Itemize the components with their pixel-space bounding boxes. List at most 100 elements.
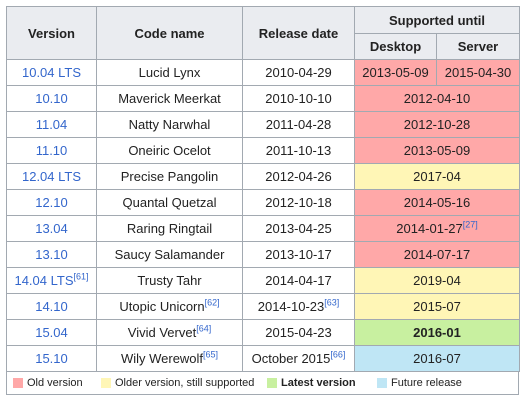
- header-code-name: Code name: [96, 6, 243, 60]
- version-cell[interactable]: 12.04 LTS: [6, 163, 97, 190]
- legend-old: Old version: [13, 377, 101, 389]
- release-date-cell-text: 2011-04-28: [265, 117, 332, 132]
- support-until-cell-text: 2012-04-10: [403, 91, 471, 106]
- code-name-cell-text: Saucy Salamander: [114, 247, 225, 262]
- release-date-cell: 2010-04-29: [242, 59, 355, 86]
- version-cell[interactable]: 15.04: [6, 319, 97, 346]
- header-desktop: Desktop: [354, 33, 437, 60]
- support-until-cell: 2012-10-28: [353, 111, 521, 138]
- release-date-cell: 2010-10-10: [242, 85, 355, 112]
- version-cell-text[interactable]: 13.10: [35, 247, 68, 262]
- table-row: 15.10 Wily Werewolf[65] October 2015[66] 20…: [6, 345, 521, 372]
- version-cell-text[interactable]: 13.04: [35, 221, 68, 236]
- support-until-cell: 2017-04: [353, 163, 521, 190]
- version-cell-text[interactable]: 14.04 LTS: [14, 273, 74, 288]
- reference-link[interactable]: [27]: [462, 219, 478, 230]
- reference-link[interactable]: [63]: [324, 297, 340, 308]
- legend-latest-label: Latest version: [281, 377, 356, 389]
- table-row: 12.04 LTS Precise Pangolin 2012-04-26 2017-…: [6, 163, 521, 190]
- desktop-support-cell: 2013-05-09: [354, 59, 437, 86]
- support-until-cell-text: 2019-04: [413, 273, 461, 288]
- code-name-cell: Quantal Quetzal: [96, 189, 243, 216]
- release-date-cell: 2013-10-17: [242, 241, 355, 268]
- version-cell[interactable]: 11.04: [6, 111, 97, 138]
- code-name-cell: Oneiric Ocelot: [96, 137, 243, 164]
- version-cell-text[interactable]: 11.10: [35, 143, 68, 158]
- server-support-cell-text: 2015-04-30: [444, 65, 512, 80]
- code-name-cell-text: Vivid Vervet: [127, 325, 197, 340]
- legend-supported-swatch: [101, 378, 111, 388]
- reference-link[interactable]: [65]: [203, 349, 219, 360]
- reference-link[interactable]: [66]: [330, 349, 346, 360]
- server-support-cell: 2015-04-30: [435, 59, 521, 86]
- version-cell[interactable]: 14.10: [6, 293, 97, 320]
- version-cell-text[interactable]: 10.10: [35, 91, 68, 106]
- version-cell-text[interactable]: 15.10: [35, 351, 68, 366]
- code-name-cell-text: Lucid Lynx: [138, 65, 201, 80]
- support-until-cell: 2016-01: [353, 319, 521, 346]
- code-name-cell-text: Precise Pangolin: [120, 169, 219, 184]
- table-row: 13.10 Saucy Salamander 2013-10-17 2014-07-1…: [6, 241, 521, 268]
- version-cell-text[interactable]: 11.04: [35, 117, 68, 132]
- code-name-cell-text: Natty Narwhal: [128, 117, 211, 132]
- code-name-cell: Raring Ringtail: [96, 215, 243, 242]
- code-name-cell-text: Raring Ringtail: [126, 221, 213, 236]
- release-date-cell: 2012-04-26: [242, 163, 355, 190]
- support-until-cell-text: 2016-07: [413, 351, 461, 366]
- support-until-cell-text: 2013-05-09: [403, 143, 471, 158]
- release-date-cell: 2015-04-23: [242, 319, 355, 346]
- version-cell[interactable]: 15.10: [6, 345, 97, 372]
- version-cell[interactable]: 13.10: [6, 241, 97, 268]
- code-name-cell-text: Quantal Quetzal: [122, 195, 217, 210]
- table-row: 11.04 Natty Narwhal 2011-04-28 2012-10-28: [6, 111, 521, 138]
- version-cell[interactable]: 10.04 LTS: [6, 59, 97, 86]
- support-until-cell-text: 2012-10-28: [403, 117, 471, 132]
- legend-latest: Latest version: [267, 377, 377, 389]
- release-date-cell: October 2015[66]: [242, 345, 355, 372]
- support-until-cell: 2012-04-10: [353, 85, 521, 112]
- version-cell[interactable]: 10.10: [6, 85, 97, 112]
- version-cell-text[interactable]: 10.04 LTS: [21, 65, 82, 80]
- version-cell[interactable]: 14.04 LTS[61]: [6, 267, 97, 294]
- support-until-cell: 2014-01-27[27]: [353, 215, 521, 242]
- code-name-cell: Utopic Unicorn[62]: [96, 293, 243, 320]
- support-until-cell-text: 2014-05-16: [403, 195, 471, 210]
- version-cell-text[interactable]: 12.10: [35, 195, 68, 210]
- version-cell[interactable]: 12.10: [6, 189, 97, 216]
- code-name-cell-text: Oneiric Ocelot: [128, 143, 211, 158]
- release-date-cell: 2014-04-17: [242, 267, 355, 294]
- support-until-cell-text: 2014-01-27: [396, 221, 463, 236]
- support-until-cell: 2014-07-17: [353, 241, 521, 268]
- code-name-cell: Saucy Salamander: [96, 241, 243, 268]
- release-table-container: Version Code name Release date Supported…: [6, 6, 521, 395]
- code-name-cell: Vivid Vervet[64]: [96, 319, 243, 346]
- code-name-cell: Natty Narwhal: [96, 111, 243, 138]
- release-date-cell-text: 2013-04-25: [265, 221, 332, 236]
- code-name-cell-text: Maverick Meerkat: [118, 91, 221, 106]
- version-cell-text[interactable]: 14.10: [35, 299, 68, 314]
- reference-link[interactable]: [64]: [196, 323, 212, 334]
- release-date-cell-text: 2014-04-17: [265, 273, 332, 288]
- version-cell-text[interactable]: 12.04 LTS: [21, 169, 82, 184]
- reference-link[interactable]: [62]: [204, 297, 220, 308]
- release-date-cell-text: 2013-10-17: [265, 247, 332, 262]
- code-name-cell-text: Utopic Unicorn: [119, 299, 205, 314]
- header-supported-until: Supported until: [353, 6, 521, 34]
- legend-future: Future release: [377, 377, 462, 389]
- legend-latest-swatch: [267, 378, 277, 388]
- table-row: 13.04 Raring Ringtail 2013-04-25 2014-01-27…: [6, 215, 521, 242]
- release-date-cell-text: 2012-04-26: [265, 169, 332, 184]
- version-cell[interactable]: 11.10: [6, 137, 97, 164]
- support-until-cell-text: 2015-07: [413, 299, 461, 314]
- support-until-cell-text: 2014-07-17: [403, 247, 471, 262]
- version-cell-text[interactable]: 15.04: [35, 325, 68, 340]
- support-until-cell: 2014-05-16: [353, 189, 521, 216]
- code-name-cell-text: Wily Werewolf: [120, 351, 204, 366]
- header-version: Version: [6, 6, 97, 60]
- table-row: 15.04 Vivid Vervet[64] 2015-04-23 2016-01: [6, 319, 521, 346]
- release-date-cell: 2012-10-18: [242, 189, 355, 216]
- release-date-cell: 2011-04-28: [242, 111, 355, 138]
- reference-link[interactable]: [61]: [73, 271, 89, 282]
- header-release-date: Release date: [242, 6, 355, 60]
- version-cell[interactable]: 13.04: [6, 215, 97, 242]
